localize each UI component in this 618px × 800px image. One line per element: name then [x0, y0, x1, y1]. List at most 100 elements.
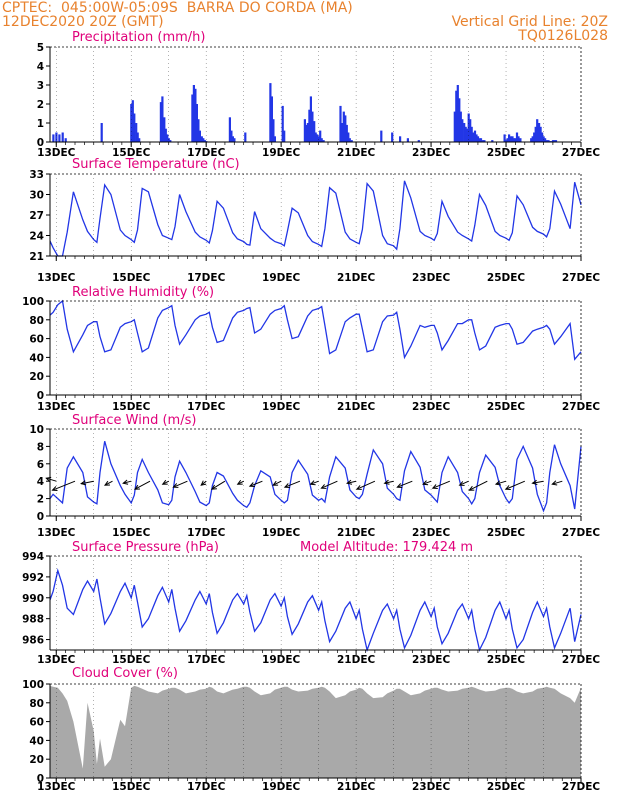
precip-bar — [511, 136, 514, 142]
wind-arrow-head — [133, 484, 141, 490]
y-tick-label: 990 — [22, 593, 44, 605]
x-tick-label: 17DEC — [187, 527, 226, 539]
series-line — [49, 568, 582, 653]
y-tick-label: 21 — [29, 251, 44, 263]
header-line2-left: 12DEC2020 20Z (GMT) — [2, 14, 164, 30]
y-tick-label: 0 — [37, 511, 44, 523]
precip-bar — [283, 130, 286, 142]
precip-bar — [530, 138, 533, 142]
precip-bar — [463, 123, 466, 142]
y-tick-label: 33 — [29, 169, 44, 181]
precip-bar — [512, 138, 516, 142]
precip-bar — [195, 104, 198, 142]
y-tick-label: 60 — [29, 334, 44, 346]
y-tick-label: 0 — [37, 773, 44, 785]
wind-arrow — [469, 480, 488, 491]
precip-bar — [347, 132, 350, 142]
precip-bar — [100, 123, 103, 142]
precip-bar — [505, 140, 508, 142]
precip-bar — [417, 140, 420, 142]
x-tick-label: 15DEC — [112, 781, 151, 793]
y-tick-label: 986 — [22, 635, 44, 647]
y-tick-label: 40 — [29, 735, 44, 747]
precip-bar — [508, 134, 511, 142]
precip-bar — [519, 138, 522, 142]
precip-bar — [231, 136, 234, 142]
wind-arrow-head — [504, 485, 511, 490]
precip-bar — [533, 132, 536, 142]
precip-bar — [200, 136, 203, 142]
wind-arrow — [52, 480, 76, 491]
y-tick-label: 2 — [37, 99, 44, 111]
wind-arrow-head — [458, 481, 465, 486]
wind-arrow-head — [422, 480, 429, 486]
precip-bar — [473, 130, 477, 142]
y-tick-label: 4 — [37, 61, 44, 73]
precip-bar — [464, 126, 467, 142]
precip-bar — [470, 126, 473, 142]
x-tick-label: 27DEC — [562, 272, 601, 284]
wind-arrow — [81, 480, 94, 485]
x-tick-label: 21DEC — [337, 401, 376, 413]
precip-bar — [322, 140, 325, 142]
x-tick-label: 19DEC — [262, 272, 301, 284]
x-tick-label: 25DEC — [487, 272, 526, 284]
x-tick-label: 17DEC — [187, 147, 226, 159]
precip-bar — [515, 132, 519, 142]
precip-bar — [273, 136, 276, 142]
x-tick-label: 17DEC — [187, 272, 226, 284]
wind-arrow — [249, 480, 263, 487]
y-tick-label: 80 — [29, 698, 44, 710]
x-tick-label: 13DEC — [37, 272, 76, 284]
series-line — [49, 180, 582, 257]
precip-bar — [58, 134, 61, 142]
x-tick-label: 23DEC — [412, 781, 451, 793]
precip-bar — [306, 123, 309, 142]
y-tick-label: 24 — [29, 231, 44, 243]
precip-bar — [136, 132, 139, 142]
precip-bar — [534, 126, 537, 142]
x-tick-label: 27DEC — [562, 654, 601, 666]
panel-title: Surface Wind (m/s) — [72, 413, 196, 428]
precip-bar — [536, 119, 539, 142]
wind-arrow — [104, 480, 113, 486]
x-tick-label: 23DEC — [412, 147, 451, 159]
wind-arrow — [46, 477, 57, 482]
precip-bar — [553, 140, 556, 142]
precip-bar — [472, 132, 475, 142]
precip-bar — [194, 88, 197, 142]
y-tick-label: 100 — [22, 679, 44, 691]
panel-annotation: Model Altitude: 179.424 m — [300, 540, 473, 555]
x-tick-label: 17DEC — [187, 654, 226, 666]
panel-1: Precipitation (mm/h) 0 1 2 3 4 5 13DEC 15DEC 17DE… — [37, 30, 601, 159]
wind-arrow — [532, 480, 544, 484]
precip-bar — [314, 132, 317, 142]
precip-bar — [228, 117, 231, 142]
precip-bar — [52, 134, 55, 142]
wind-arrow — [173, 480, 188, 488]
precip-bar — [539, 126, 542, 142]
x-tick-label: 19DEC — [262, 401, 301, 413]
precip-bar — [509, 136, 513, 142]
x-tick-label: 25DEC — [487, 401, 526, 413]
wind-arrow-head — [468, 485, 475, 491]
wind-arrow-head — [396, 483, 403, 488]
wind-arrow-head — [236, 479, 243, 485]
precip-bar — [191, 94, 194, 142]
y-tick-label: 4 — [37, 476, 44, 488]
wind-vectors — [45, 476, 563, 491]
header-line1: CPTEC: 045:00W-05:09S BARRA DO CORDA (MA… — [2, 0, 353, 16]
wind-arrow — [459, 480, 469, 486]
x-tick-label: 19DEC — [262, 147, 301, 159]
wind-arrow — [422, 480, 432, 485]
x-tick-label: 27DEC — [562, 401, 601, 413]
wind-arrow-head — [161, 479, 168, 485]
y-tick-label: 10 — [29, 424, 44, 436]
precip-bar — [547, 140, 550, 142]
panel-title: Surface Temperature (nC) — [72, 157, 240, 172]
precip-bar — [244, 132, 247, 142]
precip-bar — [163, 117, 166, 142]
wind-arrow — [272, 480, 282, 486]
y-tick-label: 6 — [37, 459, 44, 471]
precip-bar — [309, 96, 312, 142]
